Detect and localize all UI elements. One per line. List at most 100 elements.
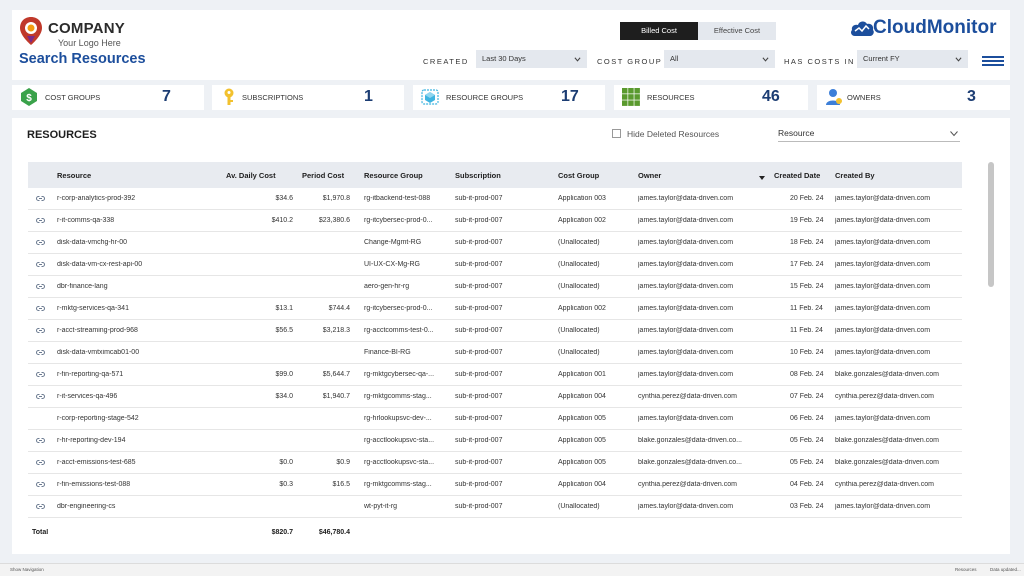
link-icon[interactable] xyxy=(36,305,45,312)
table-total-row: Total $820.7 $46,780.4 xyxy=(28,522,962,544)
cell-created-by: james.taylor@data-driven.com xyxy=(835,415,931,422)
table-row[interactable]: r-corp-reporting-stage-542 rg-hrlookupsvc… xyxy=(28,408,962,430)
link-icon[interactable] xyxy=(36,437,45,444)
resource-select[interactable]: Resource xyxy=(778,128,960,142)
column-header-owner[interactable]: Owner xyxy=(638,171,662,180)
cell-subscription: sub-it-prod-007 xyxy=(455,239,503,246)
cell-created-date: 07 Feb. 24 xyxy=(790,393,824,400)
column-header-cost-group[interactable]: Cost Group xyxy=(558,171,600,180)
cell-created-date: 08 Feb. 24 xyxy=(790,371,824,378)
map-pin-icon xyxy=(20,17,42,45)
column-header-created-date[interactable]: Created Date xyxy=(774,171,821,180)
cell-cost-group: Application 002 xyxy=(558,217,606,224)
kpi-value: 46 xyxy=(762,88,780,105)
link-icon[interactable] xyxy=(36,195,45,202)
column-header-period-cost[interactable]: Period Cost xyxy=(302,171,345,180)
kpi-value: 1 xyxy=(364,88,373,105)
column-header-subscription[interactable]: Subscription xyxy=(455,171,501,180)
link-icon[interactable] xyxy=(36,393,45,400)
column-header-created-by[interactable]: Created By xyxy=(835,171,875,180)
table-row[interactable]: disk-data-vmchg-hr-00 Change-Mgmt-RG sub-i… xyxy=(28,232,962,254)
cell-subscription: sub-it-prod-007 xyxy=(455,283,503,290)
cell-cost-group: (Unallocated) xyxy=(558,261,600,268)
link-icon[interactable] xyxy=(36,371,45,378)
billed-cost-button[interactable]: Billed Cost xyxy=(620,22,698,40)
link-icon[interactable] xyxy=(36,283,45,290)
cell-created-by: blake.gonzales@data-driven.com xyxy=(835,459,939,466)
cell-owner: james.taylor@data-driven.com xyxy=(638,283,734,290)
cell-created-date: 19 Feb. 24 xyxy=(790,217,824,224)
table-scrollbar[interactable] xyxy=(988,162,994,287)
link-icon[interactable] xyxy=(36,459,45,466)
link-icon[interactable] xyxy=(36,261,45,268)
link-icon[interactable] xyxy=(36,349,45,356)
table-row[interactable]: disk-data-vmtximcab01-00 Finance-BI-RG sub… xyxy=(28,342,962,364)
cell-resource: r-fin-emissions-test-088 xyxy=(57,481,131,488)
cell-owner: james.taylor@data-driven.com xyxy=(638,415,734,422)
cell-cost-group: (Unallocated) xyxy=(558,327,600,334)
cell-period-cost: $1,940.7 xyxy=(322,393,350,400)
show-navigation-button[interactable]: Show Navigation xyxy=(10,567,44,572)
column-header-resource-group[interactable]: Resource Group xyxy=(364,171,423,180)
cell-created-by: james.taylor@data-driven.com xyxy=(835,261,931,268)
cell-cost-group: Application 001 xyxy=(558,371,606,378)
cell-created-date: 11 Feb. 24 xyxy=(790,327,823,334)
table-row[interactable]: disk-data-vm-cx-rest-api-00 UI-UX-CX-Mg-R… xyxy=(28,254,962,276)
table-row[interactable]: r-acct-streaming-prod-968 $56.5 $3,218.3 rg… xyxy=(28,320,962,342)
cost-group-dropdown[interactable]: All xyxy=(664,50,775,68)
cell-owner: blake.gonzales@data-driven.co... xyxy=(638,437,742,444)
logo-name: COMPANY xyxy=(48,20,125,37)
hide-deleted-label: Hide Deleted Resources xyxy=(627,129,720,139)
kpi-value: 7 xyxy=(162,88,171,105)
cell-owner: cynthia.perez@data-driven.com xyxy=(638,481,737,488)
effective-cost-button[interactable]: Effective Cost xyxy=(713,26,761,35)
resource-select-placeholder: Resource xyxy=(778,128,815,138)
column-header-daily-cost[interactable]: Av. Daily Cost xyxy=(226,171,276,180)
link-icon[interactable] xyxy=(36,503,45,510)
link-icon[interactable] xyxy=(36,217,45,224)
chevron-down-icon xyxy=(950,131,958,137)
column-header-resource[interactable]: Resource xyxy=(57,171,92,180)
table-row[interactable]: r-acct-emissions-test-685 $0.0 $0.9 rg-acct… xyxy=(28,452,962,474)
kpi-label: RESOURCES xyxy=(647,93,695,102)
table-row[interactable]: r-corp-analytics-prod-392 $34.6 $1,970.8 rg… xyxy=(28,188,962,210)
page-tab-resources[interactable]: Resources xyxy=(955,567,977,572)
link-icon[interactable] xyxy=(36,327,45,334)
checkbox-box[interactable] xyxy=(612,129,621,138)
key-icon xyxy=(224,88,234,105)
cell-daily-cost: $34.6 xyxy=(275,195,293,202)
link-icon[interactable] xyxy=(36,239,45,246)
created-dropdown[interactable]: Last 30 Days xyxy=(476,50,587,68)
cell-period-cost: $5,644.7 xyxy=(322,371,350,378)
cell-daily-cost: $99.0 xyxy=(275,371,293,378)
menu-icon[interactable] xyxy=(982,56,1004,66)
link-icon[interactable] xyxy=(36,481,45,488)
cost-type-toggle: Billed Cost Effective Cost xyxy=(620,22,776,40)
table-row[interactable]: r-hr-reporting-dev-194 rg-acctlookupsvc-s… xyxy=(28,430,962,452)
has-costs-dropdown[interactable]: Current FY xyxy=(857,50,968,68)
company-logo: COMPANY Your Logo Here xyxy=(18,16,128,52)
cell-resource: r-fin-reporting-qa-571 xyxy=(57,371,124,378)
cell-created-date: 20 Feb. 24 xyxy=(790,195,824,202)
table-row[interactable]: r-fin-emissions-test-088 $0.3 $16.5 rg-mktg… xyxy=(28,474,962,496)
cell-resource-group: Finance-BI-RG xyxy=(364,349,411,356)
table-row[interactable]: r-it-services-qa-496 $34.0 $1,940.7 rg-mktg… xyxy=(28,386,962,408)
table-row[interactable]: dbr-finance-lang aero-gen-hr-rg sub-it-pro… xyxy=(28,276,962,298)
cell-owner: james.taylor@data-driven.com xyxy=(638,371,734,378)
cell-resource-group: rg-acctlookupsvc-sta... xyxy=(364,437,435,444)
cell-created-by: james.taylor@data-driven.com xyxy=(835,327,931,334)
cell-cost-group: Application 005 xyxy=(558,437,606,444)
cost-group-value: All xyxy=(670,54,679,63)
kpi-label: RESOURCE GROUPS xyxy=(446,93,524,102)
table-row[interactable]: r-mktg-services-qa-341 $13.1 $744.4 rg-itcy… xyxy=(28,298,962,320)
table-row[interactable]: dbr-engineering-cs wt-pyt-it-rg sub-it-pro… xyxy=(28,496,962,518)
resources-panel: RESOURCES Hide Deleted Resources Resourc… xyxy=(12,118,1010,554)
cell-resource: disk-data-vmchg-hr-00 xyxy=(57,239,128,246)
dollar-icon: $ xyxy=(21,88,37,106)
cell-period-cost: $3,218.3 xyxy=(322,327,350,334)
table-row[interactable]: r-fin-reporting-qa-571 $99.0 $5,644.7 rg-mk… xyxy=(28,364,962,386)
table-row[interactable]: r-it-comms-qa-338 $410.2 $23,380.6 rg-itcyb… xyxy=(28,210,962,232)
cell-period-cost: $16.5 xyxy=(332,481,350,488)
cell-cost-group: Application 004 xyxy=(558,393,606,400)
